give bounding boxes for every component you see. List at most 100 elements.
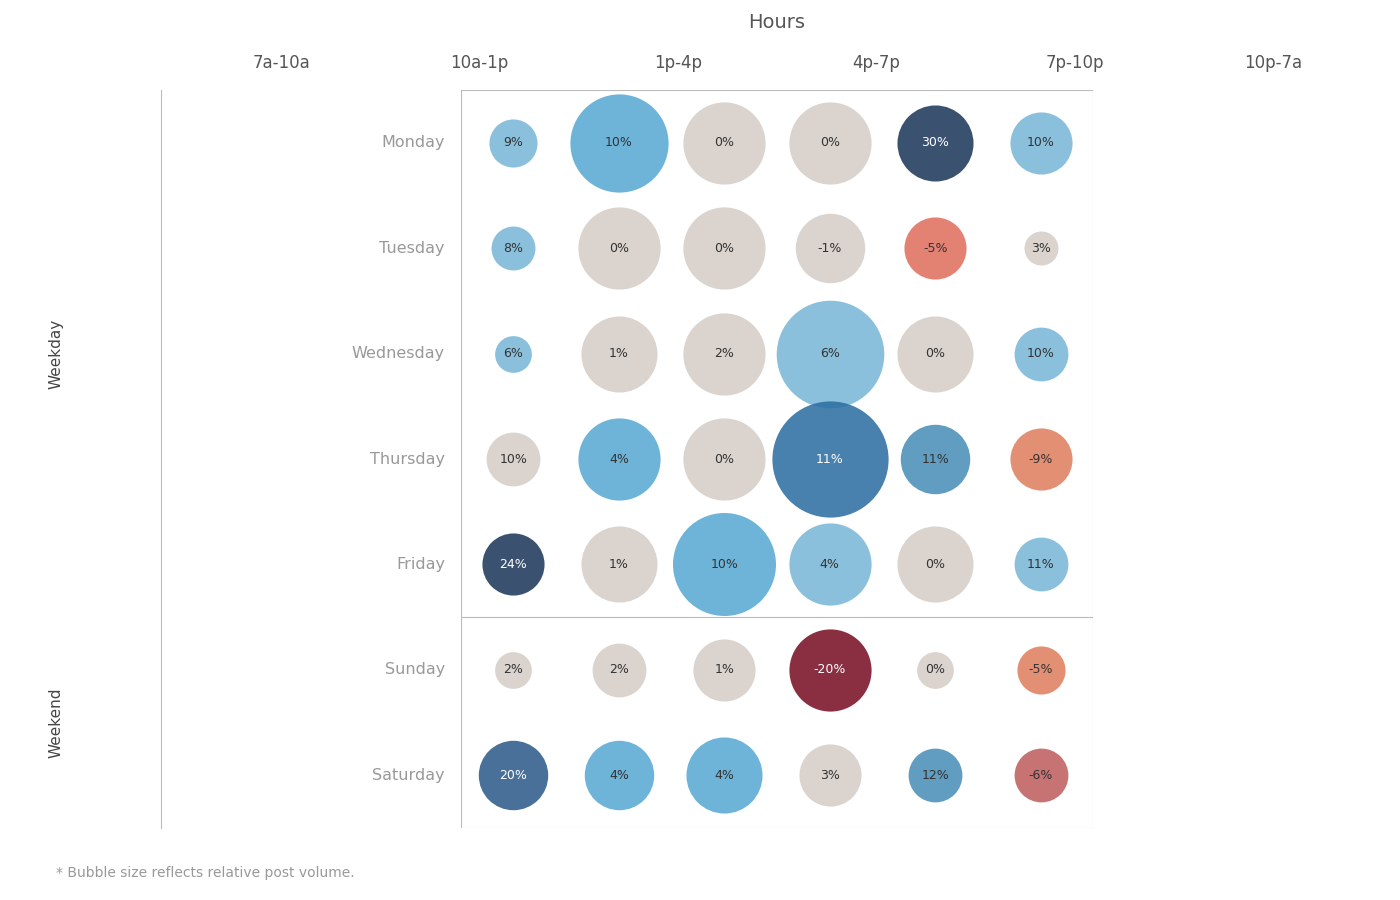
Text: -1%: -1% xyxy=(818,241,841,255)
Text: 2%: 2% xyxy=(504,663,524,677)
Text: -5%: -5% xyxy=(923,241,948,255)
Text: 10%: 10% xyxy=(1026,136,1054,149)
Point xyxy=(1029,662,1051,677)
Text: 4%: 4% xyxy=(820,558,840,571)
Text: 6%: 6% xyxy=(504,347,524,360)
Point xyxy=(924,662,946,677)
Text: 12%: 12% xyxy=(921,769,949,782)
Text: 4%: 4% xyxy=(714,769,734,782)
Text: Saturday: Saturday xyxy=(372,768,445,783)
Point xyxy=(608,662,630,677)
Text: 10%: 10% xyxy=(1026,347,1054,360)
Text: Weekend: Weekend xyxy=(49,688,63,758)
Point xyxy=(503,662,525,677)
Text: 1%: 1% xyxy=(714,663,734,677)
Text: * Bubble size reflects relative post volume.: * Bubble size reflects relative post vol… xyxy=(56,866,354,880)
Point xyxy=(819,557,841,572)
Text: 6%: 6% xyxy=(820,347,840,360)
Text: Weekday: Weekday xyxy=(49,319,63,389)
Point xyxy=(924,136,946,150)
Point xyxy=(608,557,630,572)
Text: Hours: Hours xyxy=(749,13,805,32)
Text: 4%: 4% xyxy=(609,453,629,465)
Text: -5%: -5% xyxy=(1029,663,1053,677)
Text: 4p-7p: 4p-7p xyxy=(853,54,900,72)
Text: 9%: 9% xyxy=(504,136,524,149)
Point xyxy=(1029,452,1051,466)
Text: 0%: 0% xyxy=(714,136,734,149)
Point xyxy=(503,768,525,782)
Text: -20%: -20% xyxy=(813,663,846,677)
Text: 7p-10p: 7p-10p xyxy=(1046,54,1103,72)
Point xyxy=(1029,136,1051,150)
Point xyxy=(503,557,525,572)
Text: 8%: 8% xyxy=(504,241,524,255)
Text: 0%: 0% xyxy=(925,558,945,571)
Point xyxy=(819,768,841,782)
Text: 11%: 11% xyxy=(1026,558,1054,571)
Point xyxy=(503,452,525,466)
Text: 0%: 0% xyxy=(714,453,734,465)
Text: 1%: 1% xyxy=(609,347,629,360)
Text: 2%: 2% xyxy=(714,347,734,360)
Point xyxy=(713,241,735,256)
Text: 4%: 4% xyxy=(609,769,629,782)
Point xyxy=(819,136,841,150)
Point xyxy=(608,452,630,466)
Point xyxy=(1029,557,1051,572)
Point xyxy=(713,557,735,572)
Text: Monday: Monday xyxy=(381,135,445,150)
Point xyxy=(924,241,946,256)
Text: 0%: 0% xyxy=(609,241,629,255)
Text: Friday: Friday xyxy=(396,557,445,572)
Point xyxy=(608,768,630,782)
Point xyxy=(819,346,841,361)
Point xyxy=(608,346,630,361)
Text: 10%: 10% xyxy=(500,453,528,465)
Text: 24%: 24% xyxy=(500,558,528,571)
Point xyxy=(713,136,735,150)
Text: 3%: 3% xyxy=(1030,241,1050,255)
Point xyxy=(924,452,946,466)
Text: Wednesday: Wednesday xyxy=(351,346,445,361)
Point xyxy=(819,662,841,677)
Point xyxy=(1029,768,1051,782)
Text: 1%: 1% xyxy=(609,558,629,571)
Text: Tuesday: Tuesday xyxy=(379,240,445,256)
Point xyxy=(1029,241,1051,256)
Text: 10%: 10% xyxy=(710,558,738,571)
Text: 7a-10a: 7a-10a xyxy=(252,54,309,72)
Point xyxy=(713,662,735,677)
Text: 3%: 3% xyxy=(820,769,840,782)
Point xyxy=(608,136,630,150)
Point xyxy=(924,346,946,361)
Point xyxy=(503,346,525,361)
Point xyxy=(503,136,525,150)
Text: 0%: 0% xyxy=(714,241,734,255)
Text: 0%: 0% xyxy=(925,347,945,360)
Point xyxy=(819,241,841,256)
Text: 0%: 0% xyxy=(820,136,840,149)
Text: -9%: -9% xyxy=(1029,453,1053,465)
Text: 1p-4p: 1p-4p xyxy=(654,54,701,72)
Text: 10p-7a: 10p-7a xyxy=(1243,54,1302,72)
Text: 30%: 30% xyxy=(921,136,949,149)
Point xyxy=(819,452,841,466)
Text: 11%: 11% xyxy=(816,453,844,465)
Point xyxy=(924,768,946,782)
Text: 2%: 2% xyxy=(609,663,629,677)
Text: 10%: 10% xyxy=(605,136,633,149)
Point xyxy=(713,768,735,782)
Point xyxy=(608,241,630,256)
Text: -6%: -6% xyxy=(1029,769,1053,782)
Text: 10a-1p: 10a-1p xyxy=(451,54,508,72)
Point xyxy=(713,346,735,361)
Point xyxy=(924,557,946,572)
Text: Sunday: Sunday xyxy=(385,662,445,678)
Point xyxy=(1029,346,1051,361)
Text: 20%: 20% xyxy=(500,769,528,782)
Text: 11%: 11% xyxy=(921,453,949,465)
Point xyxy=(713,452,735,466)
Text: 0%: 0% xyxy=(925,663,945,677)
Point xyxy=(503,241,525,256)
